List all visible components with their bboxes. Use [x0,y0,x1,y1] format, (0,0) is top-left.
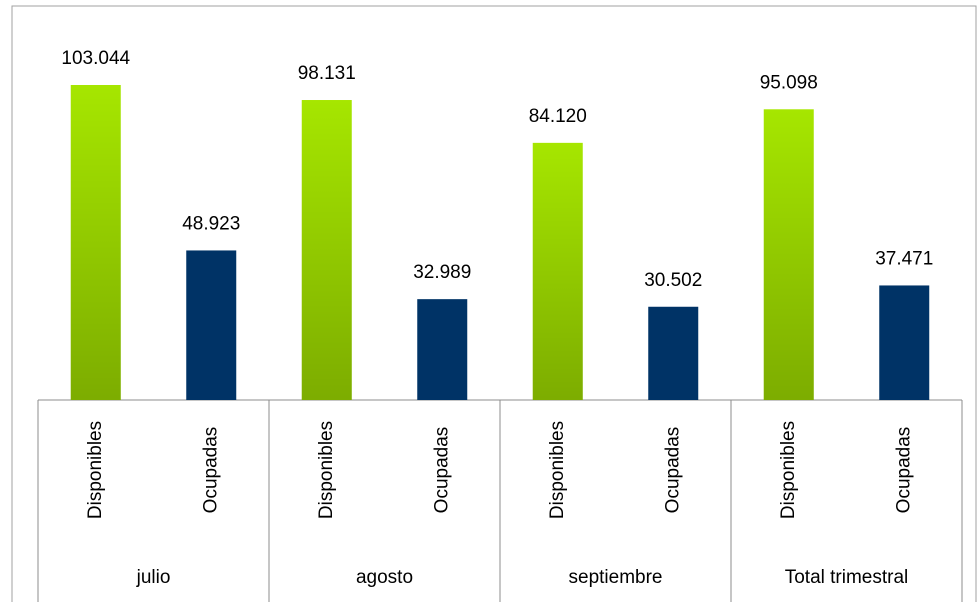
bar-label: Disponibles [778,421,799,519]
bar [417,299,468,400]
chart-frame [11,5,977,602]
value-label: 32.989 [413,262,471,283]
bar-label: Disponibles [85,421,106,519]
bar-label: Disponibles [547,421,568,519]
value-label: 98.131 [298,63,356,84]
value-label: 30.502 [644,270,702,291]
bar-label: Ocupadas [662,427,683,514]
group-label: agosto [356,567,413,588]
group-label: julio [136,567,171,588]
value-label: 84.120 [529,106,587,127]
value-label: 48.923 [182,213,240,234]
bar-label: Ocupadas [893,427,914,514]
bar-label: Ocupadas [200,427,221,514]
bar [879,285,930,400]
bar-label: Ocupadas [431,427,452,514]
group-label: Total trimestral [785,567,909,588]
bar [648,306,699,400]
group-label: septiembre [569,567,663,588]
value-label: 37.471 [875,248,933,269]
value-label: 95.098 [760,72,818,93]
value-label: 103.044 [61,48,130,69]
bar [186,250,237,400]
bar-shade [532,142,583,400]
bar-label: Disponibles [316,421,337,519]
bar-shade [70,85,121,400]
bar-shade [763,109,814,400]
bar-shade [301,100,352,401]
